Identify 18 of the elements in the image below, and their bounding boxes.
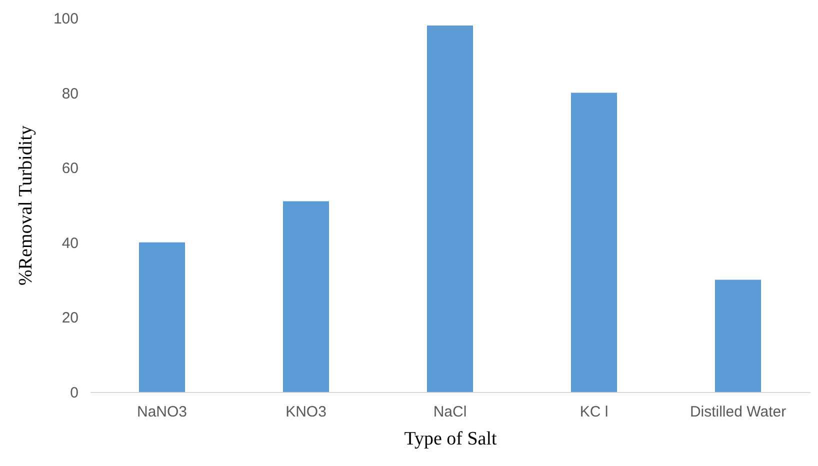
- y-tick-label: 20: [62, 310, 78, 327]
- bar: [139, 242, 185, 392]
- bar: [715, 280, 761, 392]
- x-tick-label: KNO3: [286, 404, 326, 420]
- bar: [283, 201, 329, 392]
- x-axis-title: Type of Salt: [404, 428, 498, 450]
- y-tick-label: 40: [62, 234, 78, 252]
- y-tick-label: 80: [62, 85, 78, 102]
- x-tick-label: NaNO3: [136, 404, 188, 420]
- x-tick-label: Distilled Water: [690, 404, 786, 420]
- bar: [571, 92, 617, 392]
- x-tick-label: KC l: [580, 404, 608, 420]
- y-tick-label: 0: [70, 384, 78, 402]
- y-tick-label: 60: [62, 160, 78, 178]
- y-tick-label: 100: [53, 10, 78, 28]
- x-tick-label: NaCl: [433, 404, 467, 420]
- bar: [427, 25, 473, 392]
- y-axis-title: %Removal Turbidity: [15, 125, 36, 286]
